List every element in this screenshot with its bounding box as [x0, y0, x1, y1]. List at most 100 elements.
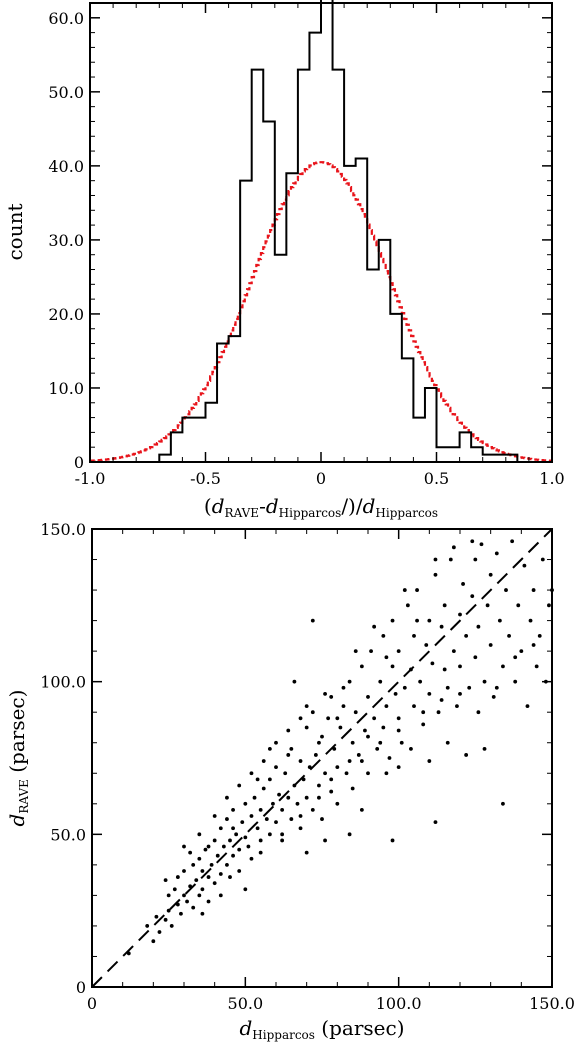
scatter-point — [488, 572, 493, 577]
scatter-point — [323, 691, 327, 696]
scatter-point — [540, 557, 545, 562]
scatter-point — [310, 618, 315, 623]
scatter-point — [206, 875, 211, 879]
scatter-point — [366, 695, 370, 699]
scatter-point — [488, 643, 493, 647]
scatter-point — [304, 795, 309, 800]
scatter-point — [197, 856, 202, 861]
scatter-point — [258, 808, 263, 812]
scatter-point — [427, 691, 432, 696]
scatter-point — [212, 838, 217, 843]
scatter-point — [476, 710, 481, 715]
scatter-point — [329, 695, 334, 699]
scatter-point — [163, 878, 168, 883]
histogram-y-tick-label: 30.0 — [48, 231, 84, 250]
gaussian-curve-path — [90, 161, 552, 462]
scatter-point — [163, 917, 168, 922]
scatter-point — [329, 777, 334, 782]
scatter-point — [531, 588, 536, 592]
scatter-x-tick-label: 100.0 — [376, 994, 422, 1013]
scatter-point — [231, 808, 235, 812]
scatter-point — [363, 728, 367, 733]
gaussian-curve — [90, 161, 552, 462]
scatter-point — [353, 710, 358, 715]
scatter-point — [341, 685, 346, 690]
scatter-point — [442, 603, 447, 608]
scatter-point — [415, 588, 419, 592]
scatter-point — [451, 545, 456, 550]
scatter-point — [448, 557, 453, 562]
scatter-point — [243, 887, 248, 892]
scatter-point — [439, 698, 444, 702]
histogram-y-tick-label: 40.0 — [48, 157, 84, 176]
scatter-point — [249, 856, 254, 861]
scatter-point — [430, 661, 435, 666]
scatter-point — [286, 753, 291, 757]
scatter-point — [494, 685, 499, 690]
histogram-x-tick-label: 1.0 — [539, 469, 564, 488]
scatter-point — [353, 649, 358, 654]
scatter-point — [405, 603, 410, 608]
scatter-point — [206, 844, 211, 849]
scatter-point — [458, 612, 462, 617]
scatter-point — [464, 753, 469, 757]
scatter-point — [494, 551, 499, 556]
scatter-point — [197, 832, 202, 837]
scatter-point — [188, 850, 193, 855]
histogram-plot-frame — [89, 2, 553, 463]
scatter-point — [298, 759, 303, 763]
scatter-point — [225, 862, 229, 867]
scatter-point — [485, 603, 490, 608]
histogram-x-tick-label: -1.0 — [75, 469, 106, 488]
scatter-point — [280, 832, 285, 837]
histogram-y-axis-label: count — [3, 203, 27, 260]
scatter-point — [359, 664, 364, 669]
scatter-x-axis-label: dHipparcos (parsec) — [239, 1016, 404, 1042]
histogram-y-tick-label: 50.0 — [48, 83, 84, 102]
scatter-point — [286, 728, 291, 733]
scatter-point — [396, 728, 401, 733]
scatter-point — [424, 643, 429, 647]
scatter-point — [218, 872, 223, 876]
scatter-points — [126, 539, 554, 956]
scatter-point — [482, 679, 487, 684]
scatter-y-tick-label: 50.0 — [50, 825, 86, 844]
scatter-point — [182, 893, 186, 898]
scatter-point — [433, 820, 438, 825]
scatter-point — [249, 771, 254, 776]
scatter-point — [522, 563, 527, 568]
scatter-y-tick-label: 150.0 — [40, 520, 86, 539]
scatter-point — [519, 649, 524, 654]
scatter-point — [154, 914, 159, 919]
scatter-point — [277, 792, 281, 797]
scatter-point — [513, 679, 518, 684]
scatter-point — [151, 939, 156, 944]
scatter-point — [261, 786, 266, 791]
scatter-point — [212, 881, 217, 886]
scatter-point — [341, 704, 346, 708]
scatter-point — [203, 847, 208, 852]
scatter-point — [320, 817, 324, 821]
scatter-point — [464, 633, 469, 638]
scatter-point — [191, 862, 196, 867]
scatter-point — [298, 814, 303, 818]
scatter-point — [412, 633, 416, 638]
scatter-point — [304, 704, 309, 708]
scatter-point — [261, 759, 266, 763]
scatter-point — [215, 853, 220, 858]
scatter-point — [317, 795, 321, 800]
scatter-point — [338, 725, 343, 730]
scatter-point — [243, 835, 248, 840]
scatter-point — [225, 795, 229, 800]
scatter-point — [390, 618, 395, 623]
scatter-point — [274, 740, 278, 745]
scatter-point — [179, 911, 183, 916]
scatter-point — [482, 746, 487, 751]
scatter-x-tick-label: 0 — [87, 994, 97, 1013]
scatter-point — [378, 740, 383, 745]
scatter-point — [347, 759, 352, 763]
scatter-point — [381, 725, 386, 730]
scatter-point — [234, 832, 239, 837]
scatter-point — [525, 704, 530, 708]
scatter-point — [231, 826, 235, 831]
